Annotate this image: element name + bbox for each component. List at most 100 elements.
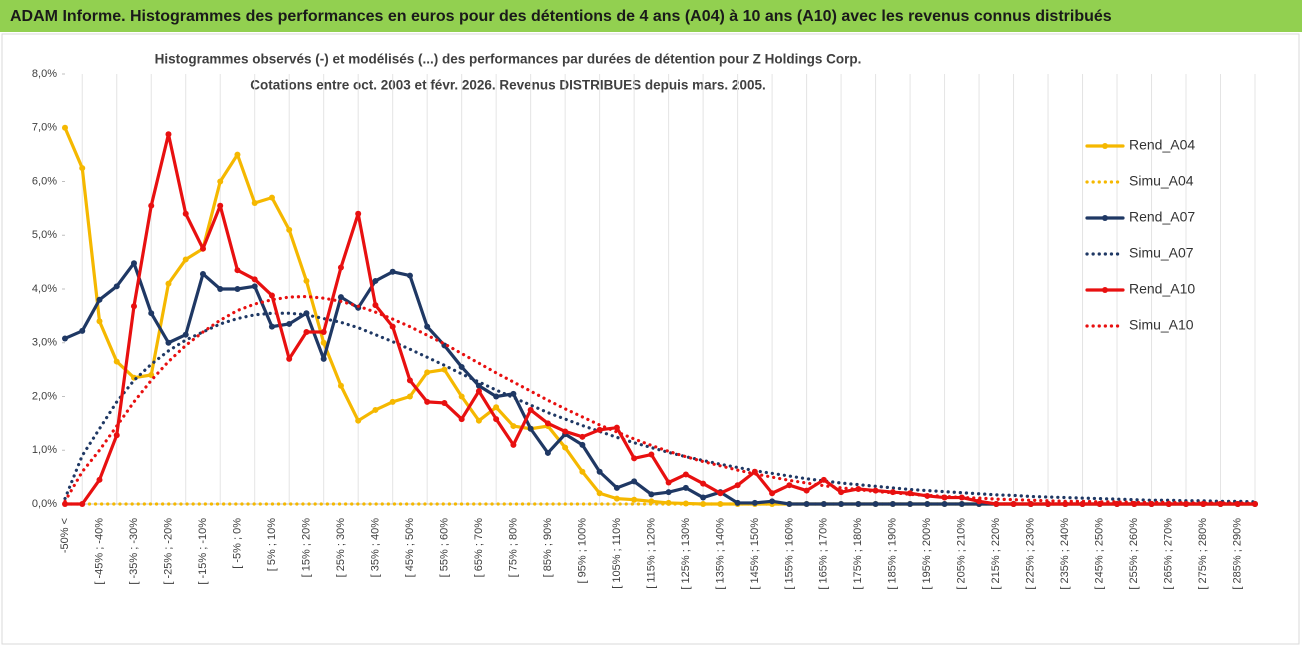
data-point [441, 399, 448, 406]
data-point [958, 501, 965, 507]
legend-label: Rend_A10 [1129, 281, 1195, 297]
data-point [355, 210, 362, 217]
data-point [631, 455, 638, 462]
data-point [682, 484, 689, 491]
data-point [700, 501, 707, 507]
data-point [182, 256, 189, 263]
data-point [493, 393, 500, 400]
x-tick-label: [ 85% ; 90% [542, 518, 554, 578]
data-point [751, 499, 758, 506]
x-tick-label: [ 125% ; 130% [680, 518, 692, 590]
data-point [889, 501, 896, 507]
data-point [493, 404, 500, 411]
data-point [303, 329, 310, 335]
x-tick-label: [ 115% ; 120% [645, 518, 657, 589]
data-point [596, 490, 603, 497]
y-tick-label: 2,0% [32, 390, 57, 402]
data-point [372, 277, 379, 284]
data-point [993, 501, 1000, 507]
x-tick-label: [ 205% ; 210% [956, 518, 968, 590]
data-point [389, 398, 396, 405]
data-point [286, 320, 293, 327]
y-tick-label: 8,0% [32, 68, 57, 80]
data-point [62, 335, 68, 342]
data-point [182, 210, 189, 217]
data-point [320, 339, 327, 346]
data-point [458, 363, 465, 370]
legend-marker [1102, 215, 1108, 221]
x-tick-label: [ 25% ; 30% [335, 518, 347, 578]
legend-label: Simu_A07 [1129, 245, 1194, 261]
data-point [165, 339, 172, 346]
x-tick-label: [ 185% ; 190% [887, 518, 899, 590]
data-point [79, 501, 86, 507]
data-point [579, 433, 586, 440]
x-tick-label: [ -45% ; -40% [93, 518, 105, 585]
data-point [424, 323, 431, 330]
x-tick-label: [ -35% ; -30% [128, 518, 140, 585]
data-point [251, 283, 258, 290]
data-point [337, 294, 344, 301]
data-point [613, 424, 620, 431]
x-tick-label: [ 165% ; 170% [818, 518, 830, 590]
data-point [510, 423, 517, 430]
x-tick-label: [ 215% ; 220% [990, 518, 1002, 590]
model-line [63, 311, 1257, 504]
data-point [493, 416, 500, 423]
data-point [838, 489, 845, 496]
data-point [734, 499, 741, 506]
legend-label: Simu_A10 [1129, 317, 1194, 333]
data-point [424, 369, 431, 376]
data-point [976, 498, 983, 505]
data-point [113, 358, 120, 365]
data-point [562, 428, 569, 435]
x-tick-label: [ 155% ; 160% [783, 518, 795, 590]
legend-marker [1102, 287, 1108, 293]
data-point [268, 194, 275, 201]
data-point [769, 490, 776, 497]
data-point [303, 277, 310, 284]
data-point [717, 490, 724, 497]
data-point [182, 331, 189, 338]
data-point [838, 501, 845, 507]
data-point [544, 420, 551, 427]
data-point [96, 318, 103, 325]
data-point [389, 268, 396, 275]
legend-label: Rend_A07 [1129, 209, 1195, 225]
x-tick-label: [ 135% ; 140% [714, 518, 726, 590]
data-point [165, 131, 172, 138]
data-point [337, 382, 344, 389]
data-point [631, 496, 638, 503]
data-point [544, 449, 551, 456]
data-point [148, 310, 155, 317]
data-point [579, 441, 586, 448]
chart-title: Histogrammes observés (-) et modélisés (… [155, 52, 862, 67]
x-tick-label: [ 55% ; 60% [438, 518, 450, 578]
data-point [424, 398, 431, 405]
y-tick-label: 0,0% [32, 498, 57, 510]
model-line [63, 294, 1257, 506]
data-point [510, 390, 517, 397]
data-point [648, 491, 655, 498]
y-tick-label: 6,0% [32, 175, 57, 187]
data-point [148, 202, 155, 209]
data-point [596, 468, 603, 475]
data-point [406, 377, 413, 384]
data-point [941, 501, 948, 507]
x-tick-label: [ 245% ; 250% [1094, 518, 1106, 590]
data-point [458, 393, 465, 400]
x-tick-label: [ 175% ; 180% [852, 518, 864, 590]
x-tick-label: [ 145% ; 150% [749, 518, 761, 590]
data-point [682, 471, 689, 478]
data-point [130, 303, 137, 310]
data-point [217, 178, 224, 185]
data-point [924, 501, 931, 507]
data-point [1045, 501, 1052, 507]
x-tick-label: [ 285% ; 290% [1232, 518, 1244, 590]
x-tick-label: [ 45% ; 50% [404, 518, 416, 578]
x-tick-label: [ 235% ; 240% [1059, 518, 1071, 590]
data-point [475, 382, 482, 389]
x-tick-label: [ 275% ; 280% [1197, 518, 1209, 590]
data-point [475, 417, 482, 424]
